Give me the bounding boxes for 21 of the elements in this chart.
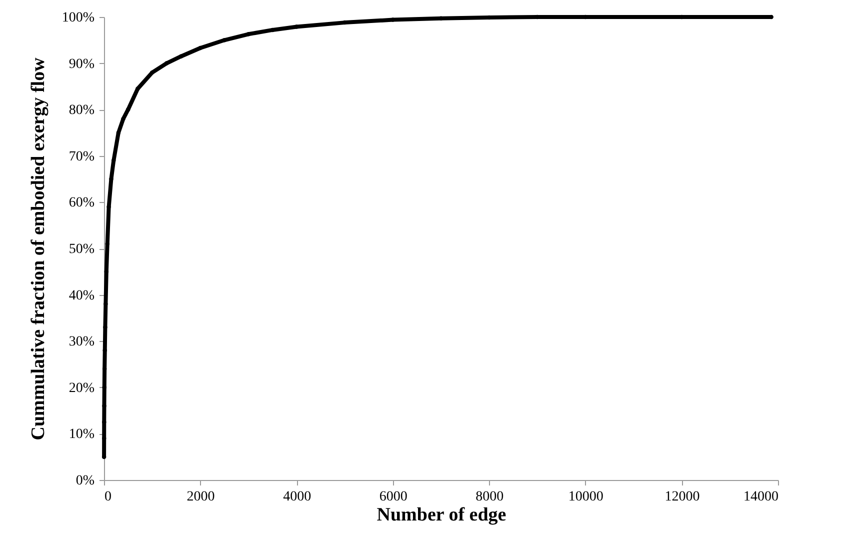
x-tick-label: 10000 — [568, 490, 604, 504]
y-tick-label: 50% — [68, 242, 95, 257]
x-tick-label: 8000 — [476, 490, 504, 504]
y-tick-label: 20% — [68, 380, 95, 396]
y-tick-label: 40% — [68, 288, 95, 304]
x-axis-title: Number of edge — [376, 504, 506, 526]
y-tick-label: 80% — [68, 103, 95, 118]
y-tick-label: 60% — [68, 196, 95, 211]
y-axis-title: Cummulative fraction of embodied exergy flow — [28, 57, 49, 440]
x-tick-label: 12000 — [664, 490, 700, 504]
y-tick-label: 70% — [68, 149, 95, 164]
y-tick-label: 10% — [68, 427, 95, 442]
y-tick-label: 90% — [68, 56, 95, 72]
y-tick-label: 0% — [76, 474, 95, 488]
x-tick-label: 6000 — [379, 490, 408, 504]
x-tick-label: 4000 — [283, 490, 312, 504]
x-tick-label: 0 — [104, 490, 112, 504]
y-tick-label: 30% — [68, 334, 95, 350]
y-tick-label: 100% — [62, 10, 95, 26]
x-tick-label: 14000 — [744, 490, 778, 504]
x-tick-label: 2000 — [186, 490, 215, 504]
